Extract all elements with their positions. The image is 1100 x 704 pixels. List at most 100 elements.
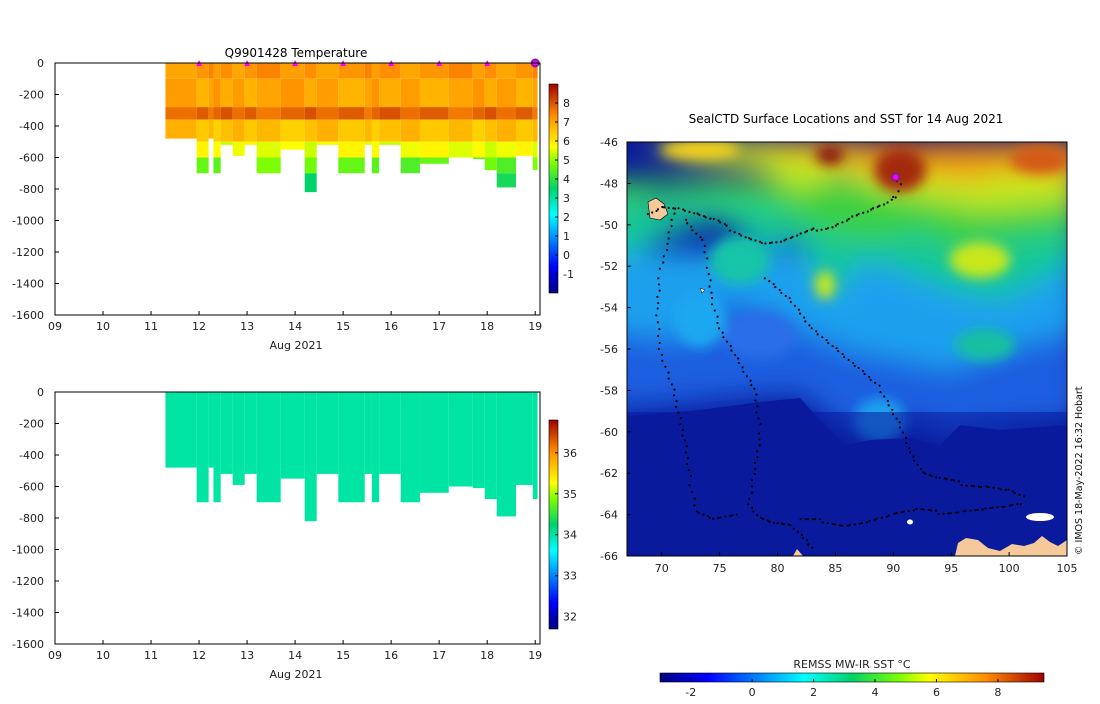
track-point xyxy=(811,518,814,521)
track-point xyxy=(707,272,710,276)
track-point xyxy=(677,207,680,210)
track-point xyxy=(826,522,829,525)
temperature-colorbar-ticks: -1 0 1 2 3 4 5 6 7 8 xyxy=(555,97,574,281)
temperature-cell xyxy=(371,157,380,174)
track-point xyxy=(705,266,708,269)
track-point xyxy=(701,238,704,241)
sst-colorbar-tick-label: 4 xyxy=(872,686,879,699)
track-point xyxy=(840,524,844,528)
track-point xyxy=(755,393,758,396)
salinity-cell xyxy=(364,392,372,474)
colorbar-tick-label: 5 xyxy=(563,154,570,167)
track-point xyxy=(928,473,931,476)
track-point xyxy=(800,533,803,536)
temperature-title: Q9901428 Temperature xyxy=(225,46,368,60)
track-point xyxy=(760,241,763,245)
temperature-cell xyxy=(496,107,516,120)
track-point xyxy=(970,484,973,487)
colorbar-tick-label: 8 xyxy=(563,97,570,110)
track-point xyxy=(656,295,659,298)
track-point xyxy=(750,479,754,482)
temperature-cell xyxy=(316,119,339,142)
track-point xyxy=(784,294,787,298)
track-point xyxy=(655,209,658,213)
salinity-cell xyxy=(244,392,257,474)
track-point xyxy=(706,515,710,518)
track-point xyxy=(755,450,759,453)
track-point xyxy=(804,231,807,234)
map-y-tick-label: -52 xyxy=(600,260,618,273)
y-tick-label: -1400 xyxy=(12,607,44,620)
track-point xyxy=(686,457,690,460)
track-point xyxy=(667,371,670,374)
track-point xyxy=(846,524,849,527)
temperature-cell xyxy=(400,157,420,174)
track-point xyxy=(667,237,670,240)
temperature-cell xyxy=(496,173,516,188)
x-tick-label: 11 xyxy=(144,649,158,662)
track-point xyxy=(730,349,733,352)
track-point xyxy=(717,219,720,222)
colorbar-tick-label: -1 xyxy=(563,268,574,281)
temperature-cell xyxy=(448,107,473,120)
track-point xyxy=(920,508,923,511)
track-point xyxy=(843,355,846,359)
track-point xyxy=(737,357,740,360)
track-point xyxy=(667,377,670,380)
track-point xyxy=(778,288,781,292)
track-point xyxy=(891,408,894,411)
track-point xyxy=(1018,493,1021,496)
track-point xyxy=(752,510,755,513)
temperature-cell xyxy=(220,107,233,120)
temperature-cell xyxy=(220,78,233,108)
track-point xyxy=(892,195,895,199)
y-tick-label: -400 xyxy=(19,449,44,462)
track-point xyxy=(813,518,817,521)
track-point xyxy=(791,235,794,238)
temperature-cell xyxy=(484,107,497,120)
track-point xyxy=(789,300,792,304)
map-x-tick-label: 70 xyxy=(655,562,669,575)
track-point xyxy=(984,507,987,510)
track-point xyxy=(691,229,694,232)
temperature-cell xyxy=(448,63,473,79)
track-point xyxy=(731,514,734,517)
track-point xyxy=(801,536,805,540)
track-point xyxy=(788,296,791,300)
temperature-cell xyxy=(196,119,209,142)
track-point xyxy=(776,522,779,525)
track-point xyxy=(878,204,881,207)
track-point xyxy=(673,212,676,215)
x-tick-label: 09 xyxy=(48,320,62,333)
track-point xyxy=(885,515,888,518)
track-point xyxy=(646,212,649,216)
temperature-cell xyxy=(338,141,365,158)
temperature-cell xyxy=(196,63,209,79)
temperature-cell xyxy=(472,63,485,79)
track-point xyxy=(753,472,757,476)
track-point xyxy=(664,365,667,368)
track-point xyxy=(651,211,654,214)
track-point xyxy=(895,417,898,420)
track-point xyxy=(756,514,759,517)
track-point xyxy=(772,283,775,286)
salinity-cell xyxy=(220,392,233,474)
track-point xyxy=(779,240,783,243)
track-point xyxy=(996,506,999,509)
temperature-cell xyxy=(220,63,233,79)
track-point xyxy=(847,217,850,221)
temperature-cell xyxy=(448,78,473,108)
track-point xyxy=(713,309,716,312)
track-point xyxy=(831,522,834,525)
track-point xyxy=(887,514,890,517)
track-point xyxy=(942,512,945,515)
map-x-tick-label: 105 xyxy=(1057,562,1078,575)
track-point xyxy=(820,228,823,231)
temperature-cell xyxy=(400,63,420,79)
track-point xyxy=(810,228,813,231)
temperature-cell xyxy=(400,141,420,158)
track-point xyxy=(895,511,898,515)
track-point xyxy=(796,530,799,533)
